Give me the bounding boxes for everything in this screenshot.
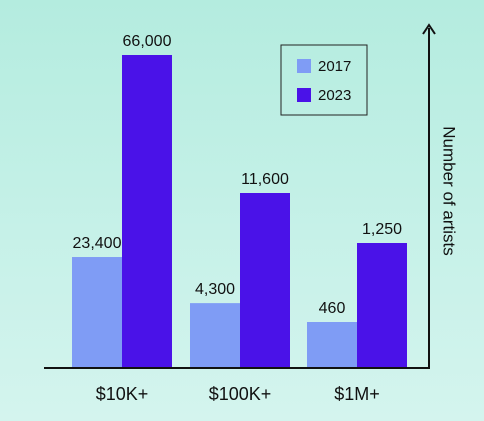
bar-1m-2023 (357, 243, 407, 368)
x-tick-label-100k: $100K+ (209, 384, 272, 404)
x-tick-label-10k: $10K+ (96, 384, 149, 404)
legend-swatch-2023 (297, 88, 311, 102)
bar-10k-2017 (72, 257, 122, 368)
x-tick-label-1m: $1M+ (334, 384, 380, 404)
y-axis-arrow-icon (422, 23, 436, 35)
legend-label-2023: 2023 (318, 87, 351, 104)
value-labels-group: 23,400 66,000 4,300 11,600 460 1,250 (73, 33, 403, 317)
legend-swatch-2017 (297, 59, 311, 73)
value-label-100k-2023: 11,600 (241, 171, 289, 188)
legend: 2017 2023 (280, 44, 368, 116)
bar-100k-2017 (190, 303, 240, 368)
bar-1m-2017 (307, 322, 357, 368)
bars-group (72, 55, 407, 368)
bar-10k-2023 (122, 55, 172, 368)
legend-label-2017: 2017 (318, 58, 351, 75)
y-axis-label: Number of artists (440, 126, 459, 255)
value-label-1m-2017: 460 (319, 300, 346, 317)
bar-100k-2023 (240, 193, 290, 368)
value-label-1m-2023: 1,250 (362, 221, 402, 238)
value-label-100k-2017: 4,300 (195, 281, 235, 298)
x-tick-labels-group: $10K+ $100K+ $1M+ (96, 384, 380, 404)
value-label-10k-2017: 23,400 (73, 235, 122, 252)
legend-frame (280, 44, 368, 116)
value-label-10k-2023: 66,000 (123, 33, 172, 50)
